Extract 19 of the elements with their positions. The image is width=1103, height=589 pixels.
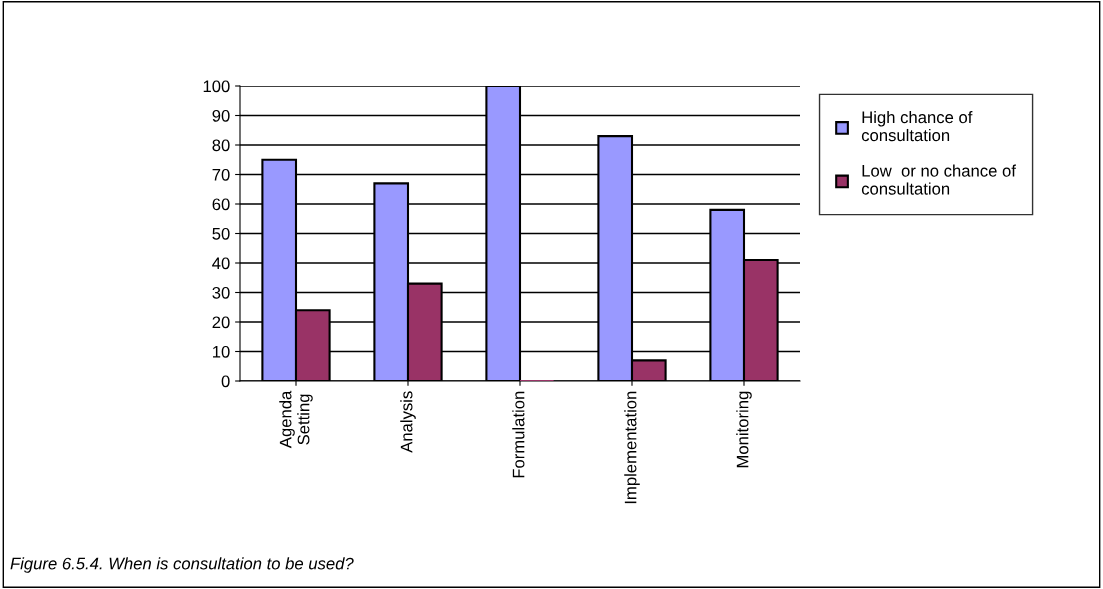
legend-label: Low or no chance of consultation (861, 164, 1016, 195)
y-tick-label: 40 (212, 257, 230, 270)
x-tick-label: Implementation (624, 391, 640, 504)
y-tick-label: 10 (213, 345, 230, 358)
y-tick-label: 50 (212, 227, 230, 240)
y-tick-label: 70 (212, 168, 230, 181)
y-tick-label: 0 (221, 375, 230, 388)
x-tick-label: Monitoring (736, 391, 752, 468)
x-tick-label: Analysis (400, 391, 416, 453)
y-tick-label: 30 (212, 286, 230, 299)
caption: Figure 6.5.4. When is consultation to be used? (10, 557, 354, 573)
x-tick-label: Formulation (512, 391, 525, 478)
y-tick-label: 80 (212, 139, 230, 152)
y-tick-label: 60 (212, 198, 230, 211)
y-tick-label: 100 (203, 80, 230, 93)
legend-label: High chance of consultation (861, 111, 973, 142)
y-tick-label: 90 (212, 109, 230, 122)
y-tick-label: 20 (212, 316, 230, 329)
x-tick-label: Agenda Setting (279, 390, 313, 449)
